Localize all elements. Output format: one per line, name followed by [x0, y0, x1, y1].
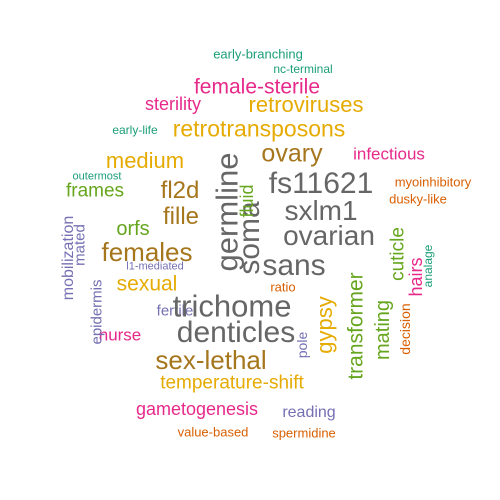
word-sxlm1: sxlm1 [284, 195, 358, 226]
word-epidermis: epidermis [88, 279, 106, 345]
word-gametogenesis: gametogenesis [135, 399, 259, 419]
word-pole: pole [294, 331, 310, 359]
word-frames: frames [65, 180, 125, 202]
word-mating: mating [372, 299, 394, 361]
word-sex-lethal: sex-lethal [155, 345, 267, 375]
word-temperature-shift: temperature-shift [160, 372, 304, 394]
word-sexual: sexual [116, 272, 178, 296]
word-nurse: nurse [98, 325, 142, 345]
word-gypsy: gypsy [312, 296, 337, 354]
word-ratio: ratio [270, 279, 296, 295]
word-spermidine: spermidine [272, 425, 336, 441]
word-retrotransposons: retrotransposons [172, 115, 346, 142]
word-female-sterile: female-sterile [193, 75, 321, 99]
word-reading: reading [282, 404, 336, 421]
word-dusky-like: dusky-like [389, 191, 447, 207]
word-trichome: trichome [172, 288, 292, 324]
word-outermost: outermost [72, 170, 122, 183]
word-early-life: early-life [112, 123, 158, 137]
word-fl2d: fl2d [160, 177, 200, 204]
word-fertile: fertile [156, 302, 194, 320]
word-sterility: sterility [144, 94, 202, 114]
word-ovary: ovary [261, 139, 323, 168]
word-females: females [101, 237, 193, 267]
word-retroviruses: retroviruses [248, 92, 364, 117]
word-cuticle: cuticle [387, 227, 409, 281]
word-sans: sans [262, 249, 326, 282]
word-medium: medium [105, 148, 185, 173]
word-fille: fille [162, 203, 200, 230]
word-orfs: orfs [116, 218, 150, 240]
word-value-based: value-based [177, 424, 249, 440]
word-nc-terminal: nc-terminal [273, 62, 333, 76]
word-infectious: infectious [353, 144, 425, 164]
word-ovarian: ovarian [283, 220, 375, 251]
word-fs11621: fs11621 [268, 167, 374, 200]
word-myoinhibitory: myoinhibitory [394, 174, 472, 190]
word-fluid: fluid [237, 184, 257, 218]
word-mated: mated [71, 224, 89, 266]
word-decision: decision [397, 303, 413, 355]
word-l1-mediated: l1-mediated [126, 260, 184, 273]
word-transformer: transformer [344, 272, 368, 380]
word-analage: analage [421, 244, 435, 288]
word-denticles: denticles [176, 316, 296, 349]
word-early-branching: early-branching [213, 46, 303, 62]
